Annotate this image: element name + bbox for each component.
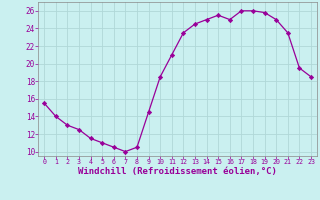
X-axis label: Windchill (Refroidissement éolien,°C): Windchill (Refroidissement éolien,°C) xyxy=(78,167,277,176)
